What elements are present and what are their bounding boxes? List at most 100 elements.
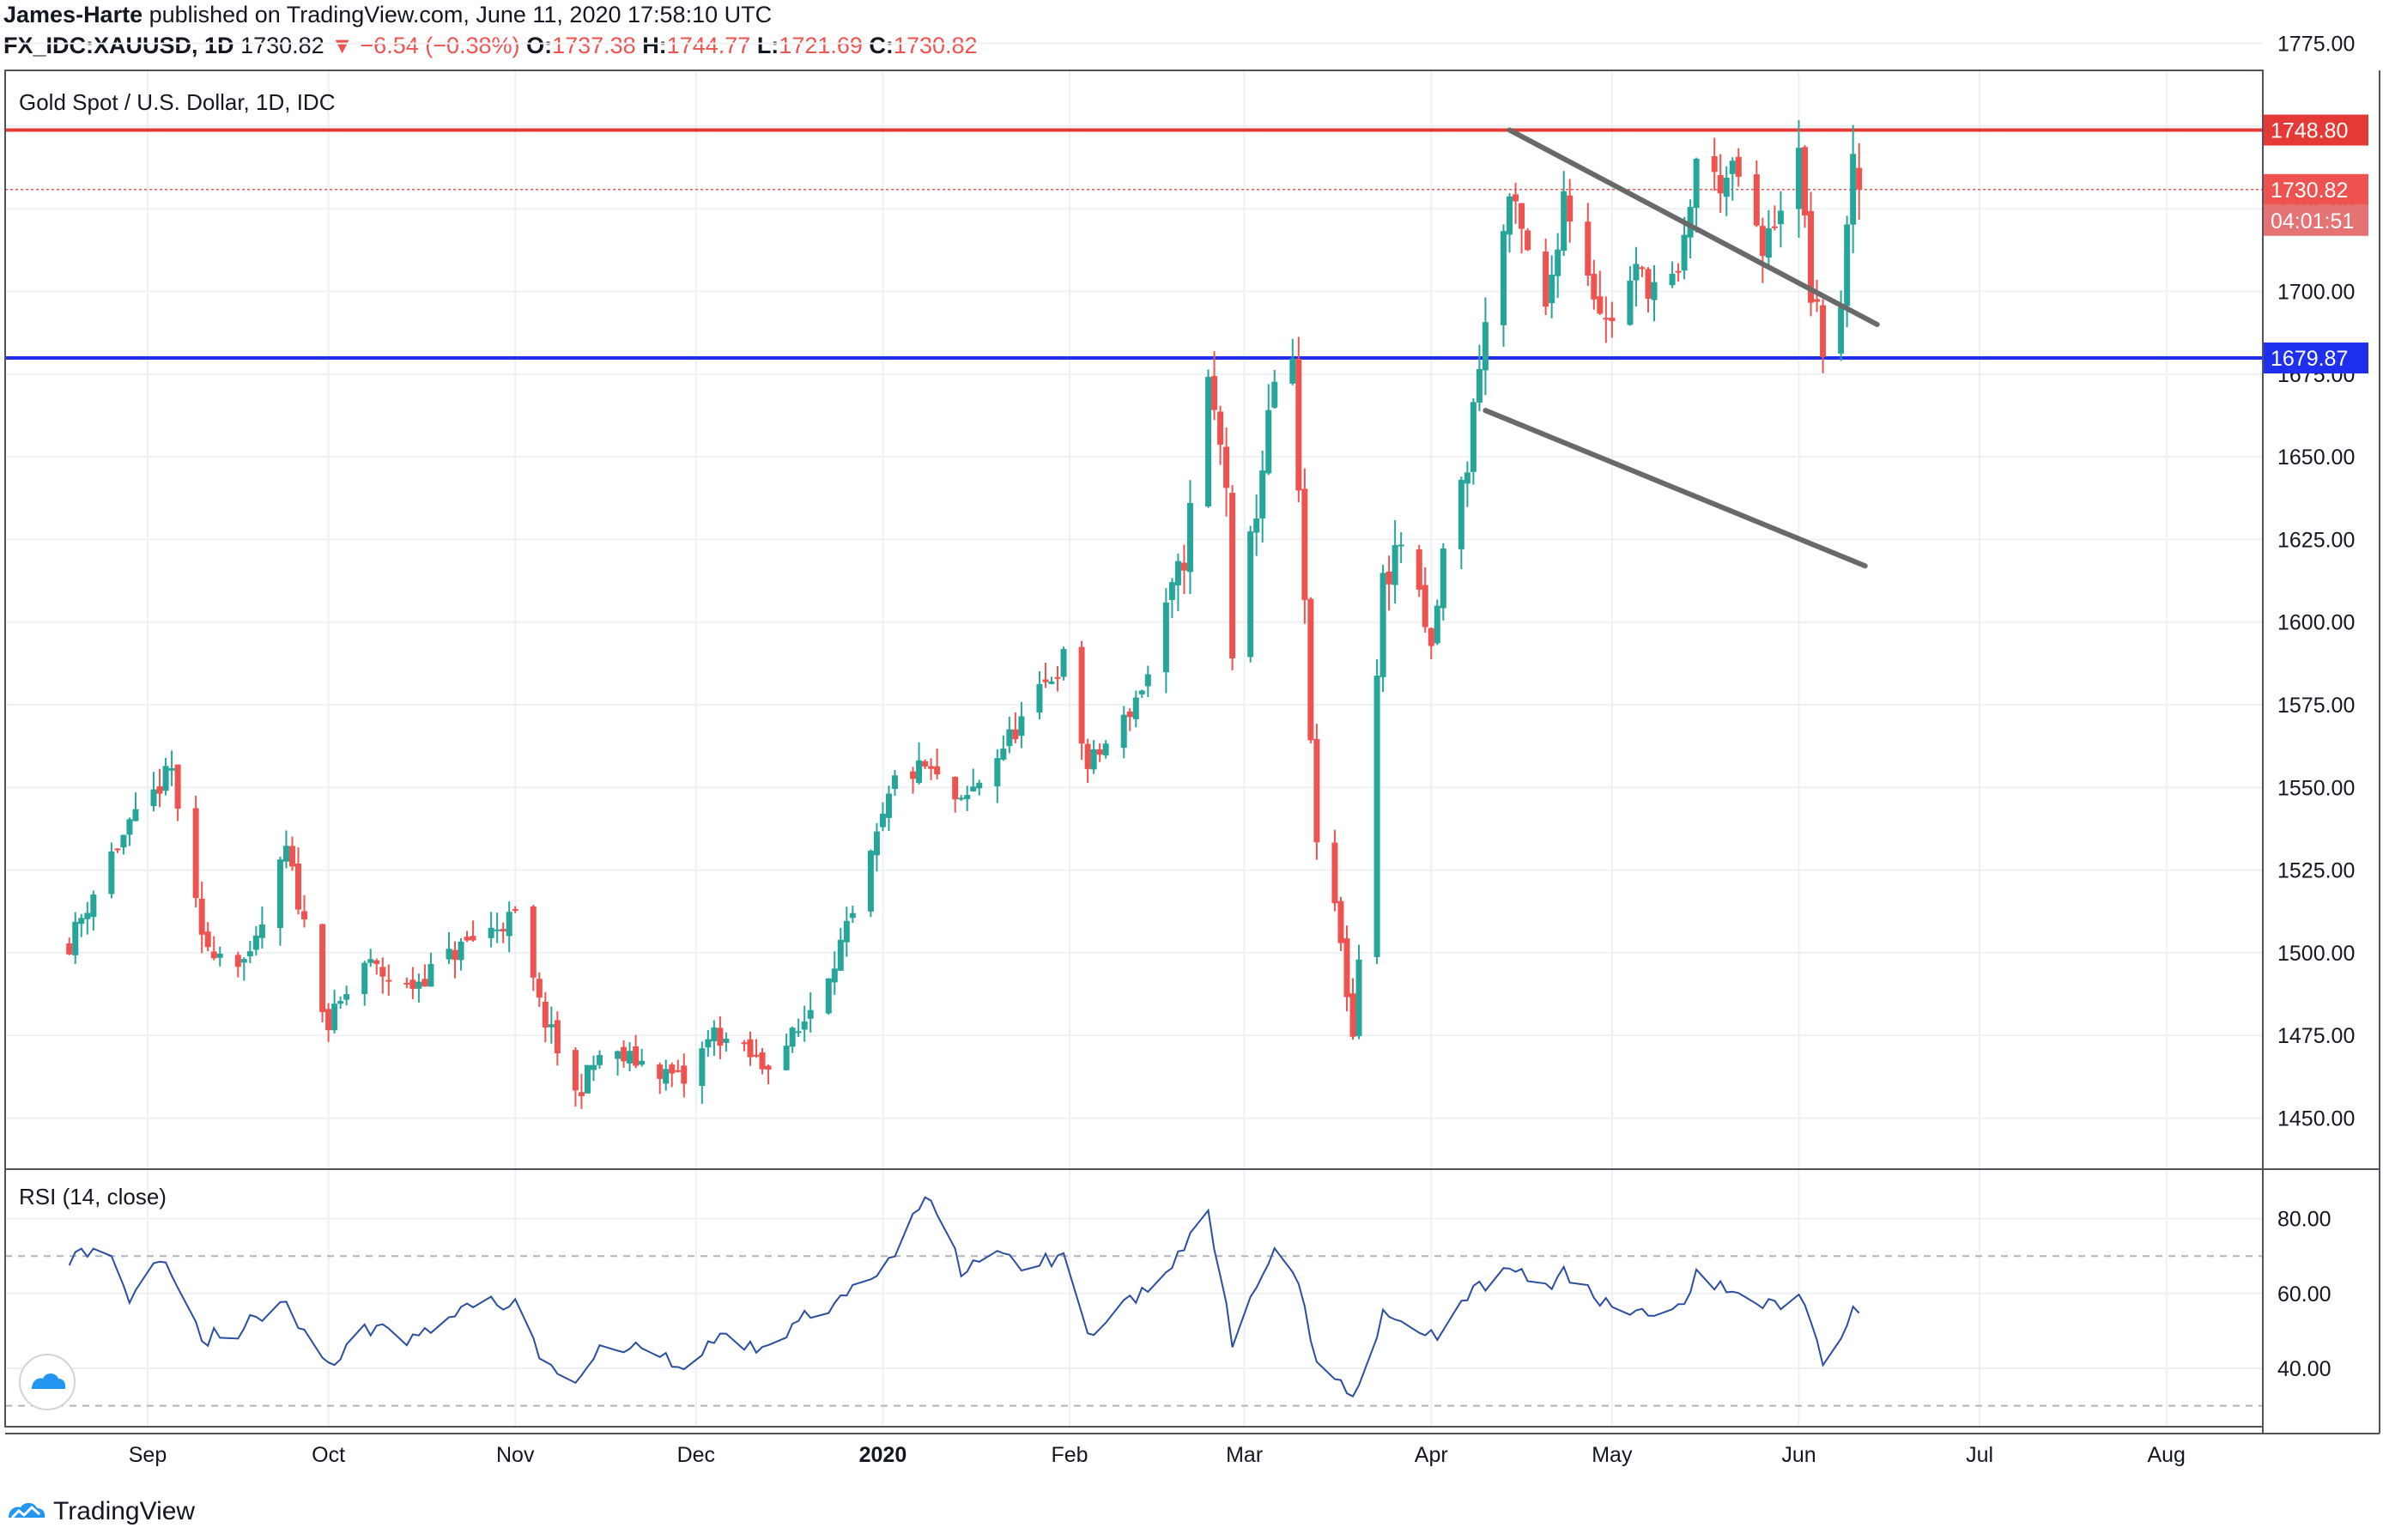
candle-body	[597, 1055, 603, 1065]
y-tick-label: 1550.00	[2277, 776, 2355, 800]
candle-body	[801, 1021, 808, 1030]
candle-body	[1501, 231, 1507, 325]
candle-body	[1180, 562, 1187, 571]
x-tick-label: Nov	[496, 1443, 535, 1467]
candle-body	[1392, 545, 1398, 585]
candle-body	[916, 760, 923, 784]
candle-body	[385, 979, 392, 982]
y-tick-label: 1500.00	[2277, 942, 2355, 966]
candle-body	[849, 912, 856, 919]
candle-body	[1519, 203, 1525, 229]
candle-body	[1771, 226, 1778, 228]
candle-body	[234, 955, 241, 967]
candle-body	[78, 918, 85, 925]
footer: TradingView	[7, 1497, 195, 1526]
candle-body	[825, 978, 832, 1014]
published-text: published on TradingView.com, June 11, 2…	[149, 2, 773, 27]
candle-body	[633, 1046, 640, 1066]
tradingview-logo-icon[interactable]	[7, 1499, 46, 1525]
candle-body	[343, 994, 350, 1000]
tradingview-badge-icon[interactable]	[19, 1354, 76, 1410]
candle-body	[1337, 900, 1344, 943]
x-tick-label: Apr	[1415, 1443, 1448, 1467]
y-tick-label: 1450.00	[2277, 1107, 2355, 1131]
candle-body	[885, 793, 892, 818]
candle-body	[873, 831, 880, 856]
candle-body	[831, 968, 838, 983]
candle-body	[1253, 518, 1260, 533]
candle-body	[1693, 158, 1700, 209]
x-tick-label: Sep	[129, 1443, 167, 1467]
candle-body	[1603, 318, 1610, 320]
candle-body	[1018, 716, 1025, 737]
last-price: 1730.82	[240, 33, 324, 58]
candle-body	[1271, 381, 1278, 408]
candle-body	[126, 819, 133, 835]
candle-body	[627, 1051, 634, 1064]
candle-body	[1060, 649, 1067, 677]
candle-body	[150, 789, 157, 807]
candle-body	[192, 808, 199, 899]
candle-body	[1217, 411, 1224, 445]
candle-body	[210, 951, 217, 959]
candle-body	[1838, 306, 1845, 354]
candle-body	[789, 1028, 796, 1047]
x-tick-label: Dec	[677, 1443, 715, 1467]
close-value: 1730.82	[893, 33, 978, 58]
candle-body	[1458, 479, 1464, 549]
candle-body	[174, 764, 181, 809]
candle-body	[964, 795, 971, 799]
tradingview-brand[interactable]: TradingView	[53, 1497, 196, 1525]
trendline	[1507, 127, 1880, 328]
y-tick-label: 1625.00	[2277, 528, 2355, 552]
candle-body	[1054, 676, 1061, 679]
candle-body	[741, 1042, 748, 1045]
candle-body	[879, 813, 886, 828]
candle-body	[1223, 446, 1230, 488]
candle-body	[1627, 281, 1634, 325]
candle-body	[711, 1028, 718, 1042]
candle-body	[928, 766, 935, 769]
candle-body	[910, 771, 917, 779]
candle-body	[723, 1038, 730, 1043]
candle-body	[198, 898, 205, 935]
candle-body	[753, 1054, 760, 1057]
rsi-pane	[5, 1196, 2263, 1407]
change-value: ▼ −6.54 (−0.38%)	[330, 33, 520, 58]
candle-body	[663, 1069, 670, 1084]
candle-body	[1543, 252, 1549, 307]
candle-body	[252, 935, 259, 950]
high-value: 1744.77	[666, 33, 751, 58]
x-tick-label: May	[1592, 1443, 1633, 1467]
candle-body	[1591, 274, 1598, 300]
grid	[5, 42, 2263, 1427]
candle-body	[699, 1048, 706, 1086]
rsi-tick-label: 40.00	[2277, 1357, 2331, 1381]
candle-body	[331, 1003, 338, 1031]
author-name[interactable]: James-Harte	[3, 2, 143, 27]
trendlines	[1483, 127, 1880, 569]
x-tick-label: Mar	[1226, 1443, 1263, 1467]
candle-body	[657, 1064, 664, 1079]
chart-labels: Gold Spot / U.S. Dollar, 1D, IDC RSI (14,…	[19, 89, 2368, 1410]
candle-body	[1144, 674, 1151, 687]
candle-body	[1307, 598, 1314, 741]
candle-body	[1434, 605, 1440, 644]
candle-body	[976, 782, 983, 789]
candle-body	[1675, 270, 1682, 273]
candle-body	[120, 834, 127, 848]
candle-body	[1211, 375, 1218, 410]
candle-body	[548, 1024, 555, 1028]
candle-body	[1777, 210, 1784, 225]
candle-body	[1084, 743, 1091, 769]
candle-body	[427, 964, 434, 987]
candle-body	[1513, 194, 1519, 202]
candle-body	[1102, 743, 1109, 755]
resistance-price-tag-bg	[2264, 114, 2368, 146]
candle-body	[1422, 585, 1428, 628]
candle-body	[488, 927, 494, 938]
candle-body	[1048, 681, 1055, 684]
candle-body	[958, 797, 965, 800]
candle-body	[994, 758, 1001, 787]
